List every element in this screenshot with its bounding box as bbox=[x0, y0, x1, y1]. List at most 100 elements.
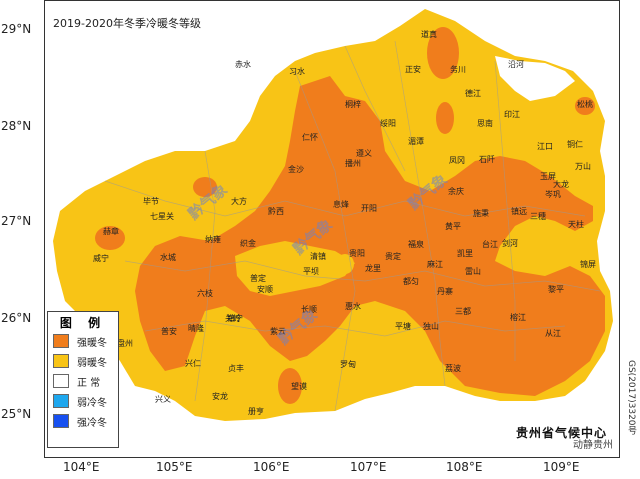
place-label: 天柱 bbox=[568, 220, 584, 229]
legend-swatch bbox=[53, 394, 69, 408]
legend-swatch bbox=[53, 374, 69, 388]
place-label: 晴隆 bbox=[188, 324, 204, 333]
place-label: 锦屏 bbox=[580, 260, 596, 269]
place-label: 江口 bbox=[537, 142, 553, 151]
place-label: 七星关 bbox=[150, 212, 174, 221]
place-label: 桐梓 bbox=[345, 100, 361, 109]
place-label: 剑河 bbox=[502, 239, 518, 248]
legend-title: 图 例 bbox=[59, 316, 107, 330]
place-label: 兴仁 bbox=[185, 359, 201, 368]
place-label: 玉屏 bbox=[540, 172, 556, 181]
map-approval-code: GS(2017)3320号 bbox=[626, 360, 636, 435]
place-label: 长顺 bbox=[301, 305, 317, 314]
place-label: 六枝 bbox=[197, 289, 213, 298]
corner-watermark: 动静贵州 bbox=[573, 440, 613, 451]
legend-label: 弱暖冬 bbox=[77, 357, 107, 369]
place-label: 三穗 bbox=[530, 212, 546, 221]
province-map bbox=[53, 9, 613, 421]
legend-label: 强暖冬 bbox=[77, 337, 107, 349]
place-label: 铜仁 bbox=[567, 140, 583, 149]
map-title: 2019-2020年冬季冷暖冬等级 bbox=[53, 17, 201, 30]
region-strong-warm-weining bbox=[95, 226, 125, 250]
lon-label-109: 109°E bbox=[543, 460, 580, 474]
lon-label-108: 108°E bbox=[446, 460, 483, 474]
legend-swatch bbox=[53, 334, 69, 348]
place-label: 开阳 bbox=[361, 204, 377, 213]
place-label: 惠水 bbox=[345, 302, 361, 311]
place-label: 德江 bbox=[465, 89, 481, 98]
place-label: 黎平 bbox=[548, 285, 564, 294]
place-label: 黔西 bbox=[268, 207, 284, 216]
lon-label-106: 106°E bbox=[253, 460, 290, 474]
place-label: 凤冈 bbox=[449, 156, 465, 165]
lon-label-105: 105°E bbox=[156, 460, 193, 474]
place-label: 凯里 bbox=[457, 249, 473, 258]
place-label: 龙里 bbox=[365, 264, 381, 273]
place-label: 石阡 bbox=[479, 155, 495, 164]
place-label: 岑巩 bbox=[545, 190, 561, 199]
place-label: 印江 bbox=[504, 110, 520, 119]
region-strong-warm-chishui bbox=[193, 177, 217, 197]
lat-label-27: 27°N bbox=[1, 214, 32, 228]
region-strong-warm bbox=[135, 76, 605, 396]
place-label: 大龙 bbox=[553, 180, 569, 189]
place-label: 湄潭 bbox=[408, 137, 424, 146]
place-label: 水城 bbox=[160, 253, 176, 262]
place-label: 平塘 bbox=[395, 322, 411, 331]
place-label: 镇宁 bbox=[227, 314, 243, 323]
place-label: 紫云 bbox=[270, 327, 286, 336]
place-label: 赫章 bbox=[103, 227, 119, 236]
place-label: 道真 bbox=[421, 30, 437, 39]
place-label: 清镇 bbox=[310, 252, 326, 261]
place-label: 正安 bbox=[405, 65, 421, 74]
place-label: 金沙 bbox=[288, 165, 304, 174]
place-label: 三都 bbox=[455, 307, 471, 316]
legend-item-weak-cold: 弱冷冬 bbox=[53, 391, 118, 411]
place-label: 务川 bbox=[450, 65, 466, 74]
legend: 图 例 强暖冬 弱暖冬 正 常 弱冷冬 强冷冬 bbox=[47, 311, 119, 448]
place-label: 安顺 bbox=[257, 285, 273, 294]
place-label: 沿河 bbox=[508, 60, 524, 69]
place-label: 望谟 bbox=[291, 382, 307, 391]
place-label: 习水 bbox=[289, 67, 305, 76]
place-label: 余庆 bbox=[448, 187, 464, 196]
region-weak-warm-island bbox=[235, 241, 355, 296]
region-strong-warm-wangmo bbox=[278, 368, 302, 404]
region-strong-warm-daozhen bbox=[427, 27, 459, 79]
region-strong-warm-songtao bbox=[575, 97, 595, 115]
place-label: 贞丰 bbox=[228, 364, 244, 373]
place-label: 普安 bbox=[161, 327, 177, 336]
place-label: 安龙 bbox=[212, 392, 228, 401]
place-label: 施秉 bbox=[473, 209, 489, 218]
place-label: 万山 bbox=[575, 162, 591, 171]
region-normal-ne bbox=[495, 56, 575, 101]
legend-item-strong-cold: 强冷冬 bbox=[53, 411, 118, 431]
lat-label-29: 29°N bbox=[1, 22, 32, 36]
place-label: 织金 bbox=[240, 239, 256, 248]
place-label: 罗甸 bbox=[340, 360, 356, 369]
place-label: 思南 bbox=[477, 119, 493, 128]
legend-label: 正 常 bbox=[77, 377, 101, 389]
place-label: 仁怀 bbox=[302, 133, 318, 142]
county-boundaries bbox=[104, 40, 601, 412]
place-label: 榕江 bbox=[510, 313, 526, 322]
legend-label: 强冷冬 bbox=[77, 417, 107, 429]
place-label: 威宁 bbox=[93, 254, 109, 263]
place-label: 台江 bbox=[482, 240, 498, 249]
place-label: 盘州 bbox=[117, 339, 133, 348]
lon-label-107: 107°E bbox=[350, 460, 387, 474]
place-label: 贵阳 bbox=[349, 249, 365, 258]
place-label: 息烽 bbox=[333, 200, 349, 209]
region-strong-warm-meitan bbox=[436, 102, 454, 134]
legend-swatch bbox=[53, 354, 69, 368]
place-label: 从江 bbox=[545, 329, 561, 338]
map-frame: 2019-2020年冬季冷暖冬等级 道真 务川 正安 沿河 赤水 习水 桐梓 德… bbox=[44, 0, 620, 458]
lat-label-26: 26°N bbox=[1, 311, 32, 325]
place-label: 兴义 bbox=[155, 395, 171, 404]
place-label: 册亨 bbox=[248, 407, 264, 416]
place-label: 平坝 bbox=[303, 267, 319, 276]
place-label: 播州 bbox=[345, 159, 361, 168]
place-label: 大方 bbox=[231, 197, 247, 206]
legend-label: 弱冷冬 bbox=[77, 397, 107, 409]
place-label: 毕节 bbox=[143, 197, 159, 206]
